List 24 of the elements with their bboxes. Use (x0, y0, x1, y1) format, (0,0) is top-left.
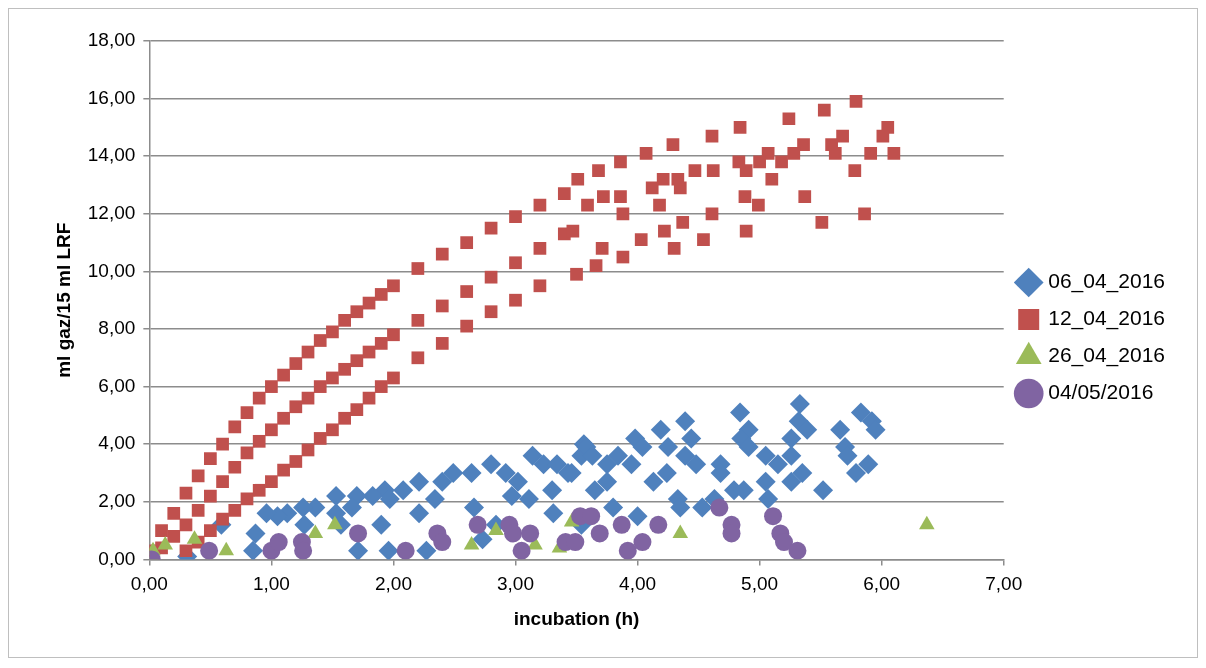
x-tick-label: 2,00 (374, 573, 412, 595)
y-tick-label: 18,00 (87, 29, 136, 51)
legend-label: 26_04_2016 (1048, 343, 1165, 368)
legend-label: 12_04_2016 (1048, 306, 1165, 331)
x-tick-label: 6,00 (863, 573, 901, 595)
y-tick-label: 10,00 (87, 259, 136, 281)
x-tick-label: 7,00 (985, 573, 1023, 595)
x-tick-label: 1,00 (252, 573, 290, 595)
legend-label: 04/05/2016 (1048, 380, 1154, 404)
x-tick-label: 0,00 (130, 573, 168, 595)
y-tick-label: 6,00 (98, 374, 136, 396)
y-tick-label: 2,00 (98, 490, 136, 512)
x-axis-title: incubation (h) (513, 607, 640, 629)
y-tick-label: 16,00 (87, 86, 136, 108)
x-tick-label: 5,00 (741, 573, 779, 595)
y-tick-label: 14,00 (87, 144, 136, 166)
y-tick-label: 0,00 (98, 547, 136, 569)
x-tick-label: 3,00 (497, 573, 534, 595)
y-axis-title: ml gaz/15 ml LRF (52, 222, 74, 378)
y-tick-label: 8,00 (98, 317, 136, 339)
x-tick-label: 4,00 (619, 573, 657, 595)
y-tick-label: 4,00 (98, 432, 136, 454)
legend-label: 06_04_2016 (1048, 269, 1165, 294)
y-tick-label: 12,00 (87, 202, 136, 224)
